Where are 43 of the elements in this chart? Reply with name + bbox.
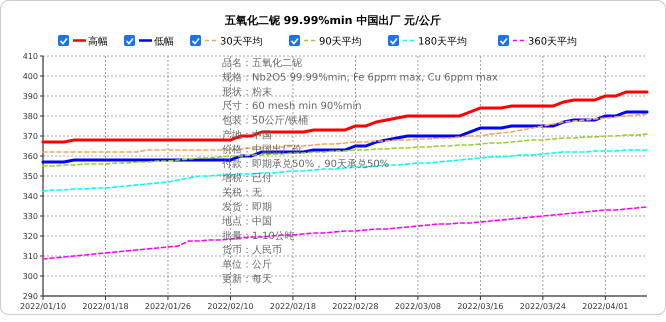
x-tick-label: 2022/01/18 (82, 302, 129, 311)
y-tick-label: 380 (22, 112, 38, 121)
annotation: 更新：每天 (222, 273, 272, 285)
y-tick-label: 340 (22, 192, 38, 201)
annotation: 发货：即期 (222, 201, 272, 213)
annotation: 尺寸：60 mesh min 90%min (222, 100, 362, 112)
legend-label: 30天平均 (220, 36, 263, 48)
annotation: 地点：中国 (221, 215, 272, 228)
annotation: 货币：人民币 (222, 244, 282, 256)
x-tick-label: 2022/03/08 (394, 302, 441, 311)
y-tick-label: 350 (22, 172, 38, 181)
legend-label: 高幅 (88, 36, 108, 48)
y-tick-label: 330 (22, 212, 38, 221)
legend-label: 360天平均 (528, 36, 578, 48)
y-tick-label: 310 (22, 252, 38, 261)
y-tick-label: 410 (22, 52, 38, 61)
legend-label: 90天平均 (319, 36, 362, 48)
x-tick-label: 2022/03/16 (457, 302, 504, 311)
x-tick-label: 2022/04/01 (582, 302, 628, 311)
y-tick-label: 400 (22, 72, 38, 81)
annotation: 单位：公斤 (222, 258, 272, 271)
y-tick-label: 300 (22, 272, 38, 281)
y-tick-label: 360 (22, 152, 38, 161)
x-tick-label: 2022/02/18 (270, 302, 316, 311)
chart-title: 五氧化二铌 99.99%min 中国出厂 元/公斤 (224, 14, 442, 27)
line-series (42, 113, 648, 153)
annotation: 品名：五氧化二铌 (222, 57, 302, 69)
legend-label: 180天平均 (418, 36, 468, 48)
y-tick-label: 370 (22, 132, 38, 141)
annotation: 关税：无 (222, 186, 262, 199)
x-tick-label: 2022/02/10 (207, 302, 254, 311)
annotation: 规格：Nb2O5 99.99%min, Fe 6ppm max, Cu 6ppm max (222, 71, 498, 84)
annotation: 包装：50公斤/铁桶 (222, 114, 308, 127)
y-tick-label: 320 (22, 232, 38, 241)
y-tick-label: 390 (22, 92, 38, 101)
x-tick-label: 2022/02/28 (332, 302, 378, 311)
x-tick-label: 2022/03/24 (520, 302, 566, 311)
x-tick-label: 2022/01/10 (20, 302, 66, 311)
annotation: 增税：已付 (221, 172, 272, 184)
legend-label: 低幅 (154, 36, 174, 48)
x-tick-label: 2022/01/26 (144, 302, 192, 311)
annotation: 形状：粉末 (222, 86, 272, 98)
y-tick-label: 290 (22, 292, 38, 301)
